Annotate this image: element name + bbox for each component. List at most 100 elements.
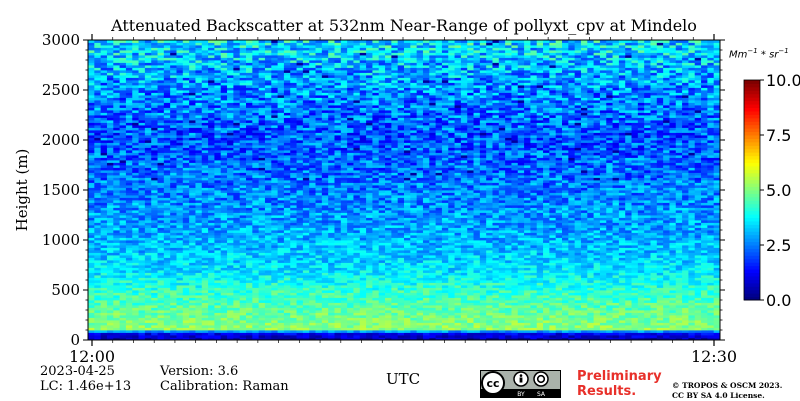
- heatmap-cell: [258, 300, 266, 303]
- heatmap-cell: [163, 227, 171, 231]
- heatmap-cell: [536, 222, 544, 226]
- heatmap-cell: [334, 275, 342, 278]
- heatmap-cell: [258, 327, 266, 331]
- heatmap-cell: [176, 282, 184, 286]
- heatmap-cell: [290, 215, 297, 218]
- heatmap-cell: [625, 337, 632, 341]
- heatmap-cell: [163, 302, 171, 306]
- heatmap-cell: [264, 217, 272, 221]
- heatmap-cell: [277, 235, 285, 238]
- heatmap-cell: [157, 330, 165, 333]
- heatmap-cell: [119, 217, 127, 221]
- heatmap-cell: [422, 277, 430, 281]
- heatmap-cell: [277, 277, 285, 281]
- heatmap-cell: [625, 295, 632, 298]
- heatmap-cell: [182, 270, 190, 273]
- heatmap-cell: [511, 320, 519, 323]
- heatmap-cell: [410, 295, 418, 298]
- heatmap-cell: [486, 257, 493, 261]
- heatmap-cell: [656, 285, 664, 288]
- heatmap-cell: [511, 250, 519, 253]
- heatmap-cell: [208, 325, 215, 328]
- heatmap-cell: [568, 332, 576, 336]
- heatmap-cell: [378, 325, 386, 328]
- heatmap-cell: [511, 252, 519, 256]
- heatmap-cell: [631, 335, 639, 338]
- heatmap-cell: [94, 222, 102, 226]
- heatmap-cell: [328, 287, 335, 291]
- heatmap-cell: [119, 272, 127, 276]
- heatmap-cell: [258, 237, 266, 241]
- heatmap-cell: [473, 262, 481, 266]
- heatmap-cell: [391, 307, 399, 311]
- heatmap-cell: [100, 245, 108, 248]
- heatmap-cell: [593, 300, 601, 303]
- heatmap-cell: [113, 317, 120, 321]
- heatmap-cell: [347, 295, 354, 298]
- heatmap-cell: [246, 292, 253, 296]
- heatmap-cell: [315, 215, 323, 218]
- heatmap-cell: [612, 257, 620, 261]
- heatmap-cell: [397, 307, 405, 311]
- heatmap-cell: [625, 275, 632, 278]
- heatmap-cell: [416, 302, 424, 306]
- heatmap-cell: [593, 220, 601, 223]
- heatmap-cell: [562, 225, 569, 228]
- heatmap-cell: [574, 300, 582, 303]
- heatmap-cell: [239, 252, 247, 256]
- heatmap-cell: [163, 265, 171, 268]
- heatmap-cell: [625, 280, 632, 283]
- heatmap-cell: [701, 222, 708, 226]
- heatmap-cell: [157, 295, 165, 298]
- heatmap-cell: [707, 252, 715, 256]
- heatmap-cell: [391, 215, 399, 218]
- heatmap-cell: [138, 247, 146, 251]
- heatmap-cell: [233, 270, 241, 273]
- heatmap-cell: [448, 305, 455, 308]
- heatmap-cell: [410, 237, 418, 241]
- heatmap-cell: [694, 292, 702, 296]
- heatmap-cell: [296, 317, 304, 321]
- heatmap-cell: [347, 262, 354, 266]
- heatmap-cell: [157, 257, 165, 261]
- heatmap-cell: [391, 332, 399, 336]
- heatmap-cell: [334, 262, 342, 266]
- heatmap-cell: [189, 290, 196, 293]
- heatmap-cell: [612, 237, 620, 241]
- heatmap-cell: [283, 232, 291, 236]
- heatmap-cell: [214, 330, 222, 333]
- heatmap-cell: [208, 267, 215, 271]
- heatmap-cell: [568, 225, 576, 228]
- heatmap-cell: [530, 300, 538, 303]
- heatmap-cell: [675, 237, 683, 241]
- heatmap-cell: [227, 222, 234, 226]
- heatmap-cell: [201, 292, 209, 296]
- heatmap-cell: [701, 320, 708, 323]
- heatmap-cell: [422, 237, 430, 241]
- heatmap-cell: [486, 287, 493, 291]
- heatmap-cell: [227, 235, 234, 238]
- heatmap-cell: [473, 227, 481, 231]
- heatmap-cell: [296, 337, 304, 341]
- heatmap-cell: [309, 285, 316, 288]
- heatmap-cell: [366, 252, 373, 256]
- heatmap-cell: [650, 257, 658, 261]
- heatmap-cell: [682, 292, 689, 296]
- heatmap-cell: [467, 235, 474, 238]
- heatmap-cell: [227, 315, 234, 318]
- heatmap-cell: [309, 282, 316, 286]
- heatmap-cell: [106, 235, 114, 238]
- heatmap-cell: [125, 265, 133, 268]
- heatmap-cell: [498, 245, 506, 248]
- heatmap-cell: [214, 237, 222, 241]
- heatmap-cell: [467, 272, 474, 276]
- heatmap-cell: [701, 247, 708, 251]
- heatmap-cell: [321, 235, 329, 238]
- heatmap-cell: [246, 277, 253, 281]
- heatmap-cell: [264, 232, 272, 236]
- heatmap-cell: [422, 332, 430, 336]
- heatmap-cell: [593, 282, 601, 286]
- heatmap-cell: [517, 285, 525, 288]
- heatmap-cell: [701, 265, 708, 268]
- heatmap-cell: [656, 280, 664, 283]
